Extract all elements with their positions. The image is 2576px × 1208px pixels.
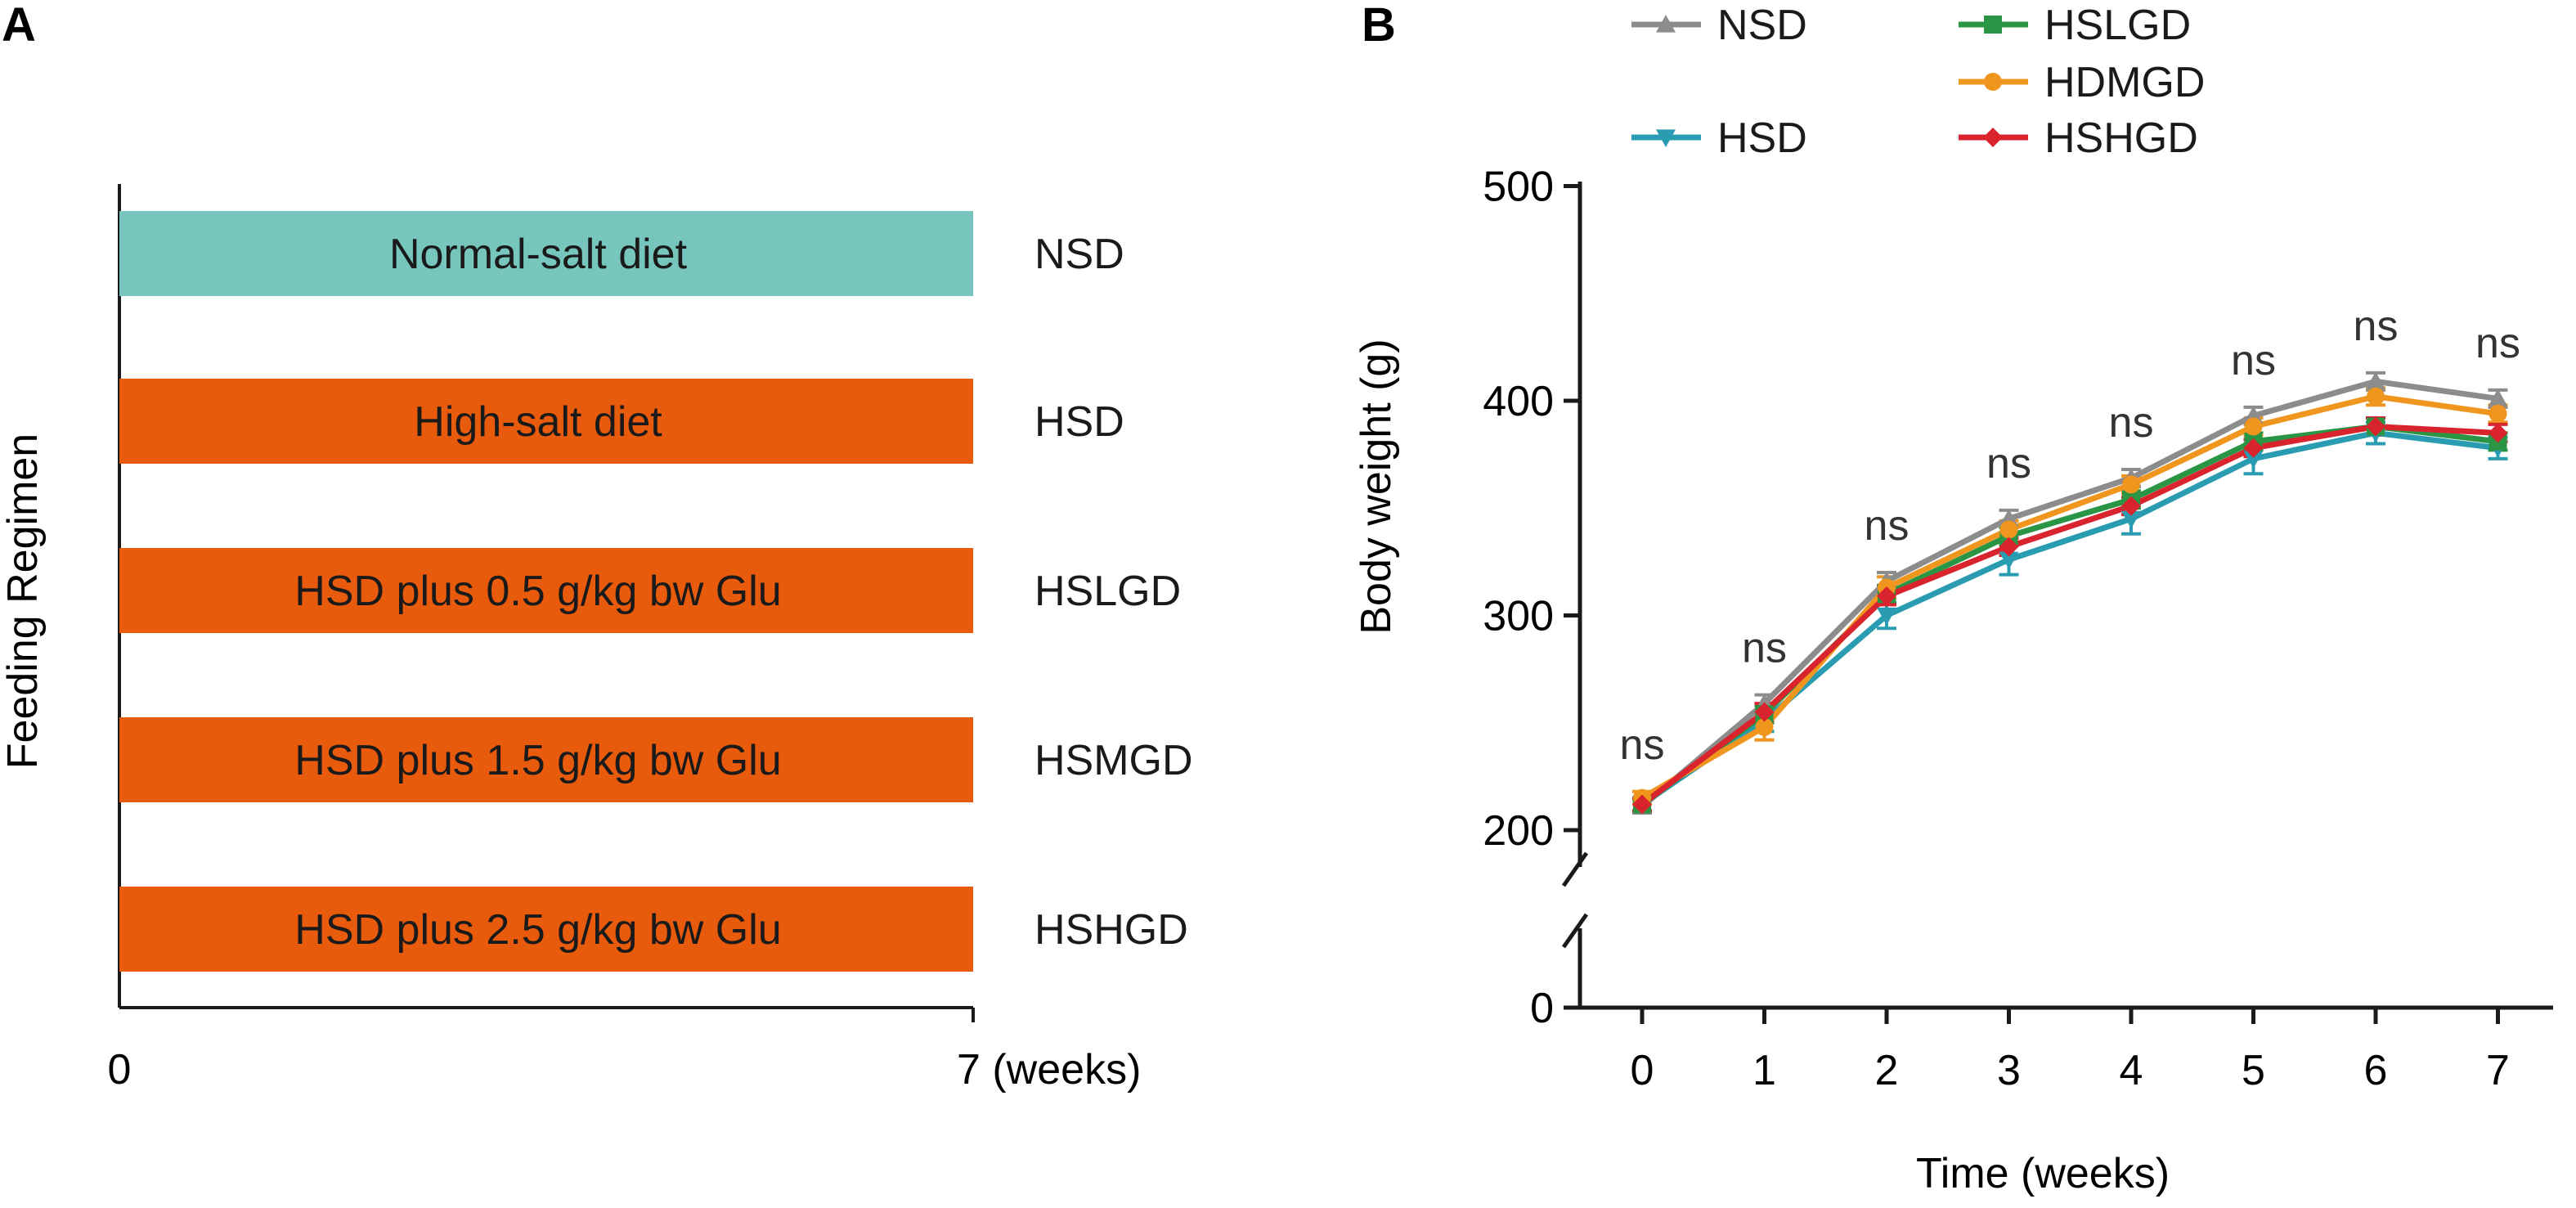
significance-label: ns xyxy=(2475,320,2520,367)
legend-label-hslgd: HSLGD xyxy=(2044,2,2191,49)
y-tick-label: 0 xyxy=(1530,985,1554,1032)
y-axis-break-mark-upper xyxy=(1561,851,1589,887)
significance-label: ns xyxy=(1865,502,1910,550)
significance-label: ns xyxy=(2231,337,2276,384)
legend-label-nsd: NSD xyxy=(1717,2,1807,49)
panel-b-label: B xyxy=(1362,0,1396,52)
significance-label: ns xyxy=(1986,440,2031,487)
regimen-group-label: HSLGD xyxy=(1034,568,1181,615)
data-point-nsd xyxy=(2488,388,2508,406)
significance-labels: ns ns ns ns ns ns ns ns xyxy=(1620,303,2520,769)
data-point-hdmgd xyxy=(1755,718,1774,736)
legend-marker-hshgd xyxy=(1983,128,2003,147)
x-tick-label: 7 xyxy=(2486,1047,2510,1094)
x-tick-label: 3 xyxy=(1997,1047,2021,1094)
series-line-nsd xyxy=(1640,378,2498,809)
data-point-hsd xyxy=(2243,451,2264,469)
data-point-hdmgd xyxy=(2488,404,2507,423)
x-axis-label: Time (weeks) xyxy=(1916,1150,2170,1197)
regimen-bar-label: Normal-salt diet xyxy=(389,231,688,278)
regimen-bar-hshgd xyxy=(119,887,973,972)
regimen-bar-label: High-salt diet xyxy=(414,398,662,446)
x-tick-label: 1 xyxy=(1752,1047,1776,1094)
regimen-bar-nsd xyxy=(119,211,973,296)
panel-a: A Feeding Regimen 0 7 (weeks) Normal-sal… xyxy=(0,0,1193,1093)
legend: NSD HSD HSLGD HDMGD HSHGD xyxy=(1631,2,2205,162)
data-point-hshgd xyxy=(1999,537,2019,557)
data-point-hdmgd xyxy=(2367,387,2385,406)
regimen-bar-hsmgd xyxy=(119,717,973,802)
legend-marker-nsd xyxy=(1656,15,1676,33)
series-line-hshgd xyxy=(1640,424,2498,807)
data-point-hdmgd xyxy=(2244,417,2263,436)
x-tick-label: 6 xyxy=(2364,1047,2388,1094)
panel-b: B Body weight (g) Time (weeks) 020030040… xyxy=(1353,0,2553,1197)
regimen-group-label: HSMGD xyxy=(1034,737,1193,784)
legend-label-hsd: HSD xyxy=(1717,115,1807,162)
data-point-hshgd xyxy=(2243,438,2264,458)
series-lines xyxy=(1640,378,2498,809)
significance-label: ns xyxy=(1742,625,1787,672)
feeding-regimen-axis-label: Feeding Regimen xyxy=(0,433,47,769)
x-tick-label: 4 xyxy=(2120,1047,2143,1094)
legend-label-hdmgd: HDMGD xyxy=(2044,59,2205,106)
regimen-bar-label: HSD plus 2.5 g/kg bw Glu xyxy=(294,906,781,954)
y-tick-label: 400 xyxy=(1483,378,1554,425)
regimen-bars: Normal-salt diet NSD High-salt diet HSD HSD … xyxy=(119,211,1193,972)
regimen-bar-label: HSD plus 0.5 g/kg bw Glu xyxy=(294,568,781,615)
regimen-bar-hsd xyxy=(119,379,973,464)
significance-label: ns xyxy=(2109,399,2154,447)
data-point-hshgd xyxy=(1632,794,1652,815)
time-tick-end: 7 (weeks) xyxy=(957,1046,1141,1093)
data-point-hshgd xyxy=(1877,586,1896,606)
time-tick-start: 0 xyxy=(108,1046,132,1093)
data-point-hshgd xyxy=(2488,423,2508,443)
legend-marker-hsd xyxy=(1656,129,1676,147)
data-point-hsd xyxy=(1877,607,1896,626)
regimen-bar-label: HSD plus 1.5 g/kg bw Glu xyxy=(294,737,781,784)
series-markers xyxy=(1632,371,2508,815)
y-tick-label: 300 xyxy=(1483,593,1554,640)
x-tick-label: 0 xyxy=(1631,1047,1654,1094)
series-line-hsd xyxy=(1640,429,2498,807)
data-point-hsd xyxy=(2121,510,2141,529)
significance-label: ns xyxy=(1620,721,1665,769)
regimen-group-label: HSD xyxy=(1034,398,1124,446)
y-axis-label: Body weight (g) xyxy=(1353,339,1400,634)
data-point-hshgd xyxy=(2121,496,2141,516)
data-point-hdmgd xyxy=(1999,520,2018,539)
data-point-hdmgd xyxy=(2122,475,2140,494)
regimen-group-label: NSD xyxy=(1034,231,1124,278)
y-axis-break-mark-lower xyxy=(1561,913,1589,949)
line-chart-axes: 0 200 300 400 500 0 1 2 3 4 5 6 7 xyxy=(1483,164,2553,1094)
panel-a-label: A xyxy=(2,0,36,52)
y-tick-label: 200 xyxy=(1483,807,1554,855)
significance-label: ns xyxy=(2354,303,2399,350)
data-point-nsd xyxy=(2366,371,2385,389)
legend-marker-hdmgd xyxy=(1984,73,2002,91)
regimen-bar-hslgd xyxy=(119,548,973,633)
y-tick-label: 500 xyxy=(1483,164,1554,211)
data-point-hshgd xyxy=(1754,702,1775,722)
data-point-hsd xyxy=(1999,551,2019,570)
x-tick-label: 2 xyxy=(1875,1047,1899,1094)
x-tick-label: 5 xyxy=(2242,1047,2265,1094)
data-point-hshgd xyxy=(2366,416,2385,437)
legend-marker-hslgd xyxy=(1984,16,2002,34)
regimen-group-label: HSHGD xyxy=(1034,906,1188,954)
series-line-hdmgd xyxy=(1640,393,2498,801)
legend-label-hshgd: HSHGD xyxy=(2044,115,2198,162)
series-line-hslgd xyxy=(1640,424,2498,807)
